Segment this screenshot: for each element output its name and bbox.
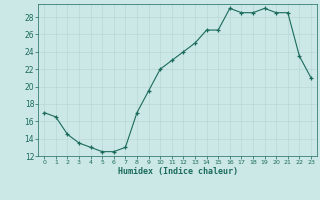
X-axis label: Humidex (Indice chaleur): Humidex (Indice chaleur): [118, 167, 238, 176]
